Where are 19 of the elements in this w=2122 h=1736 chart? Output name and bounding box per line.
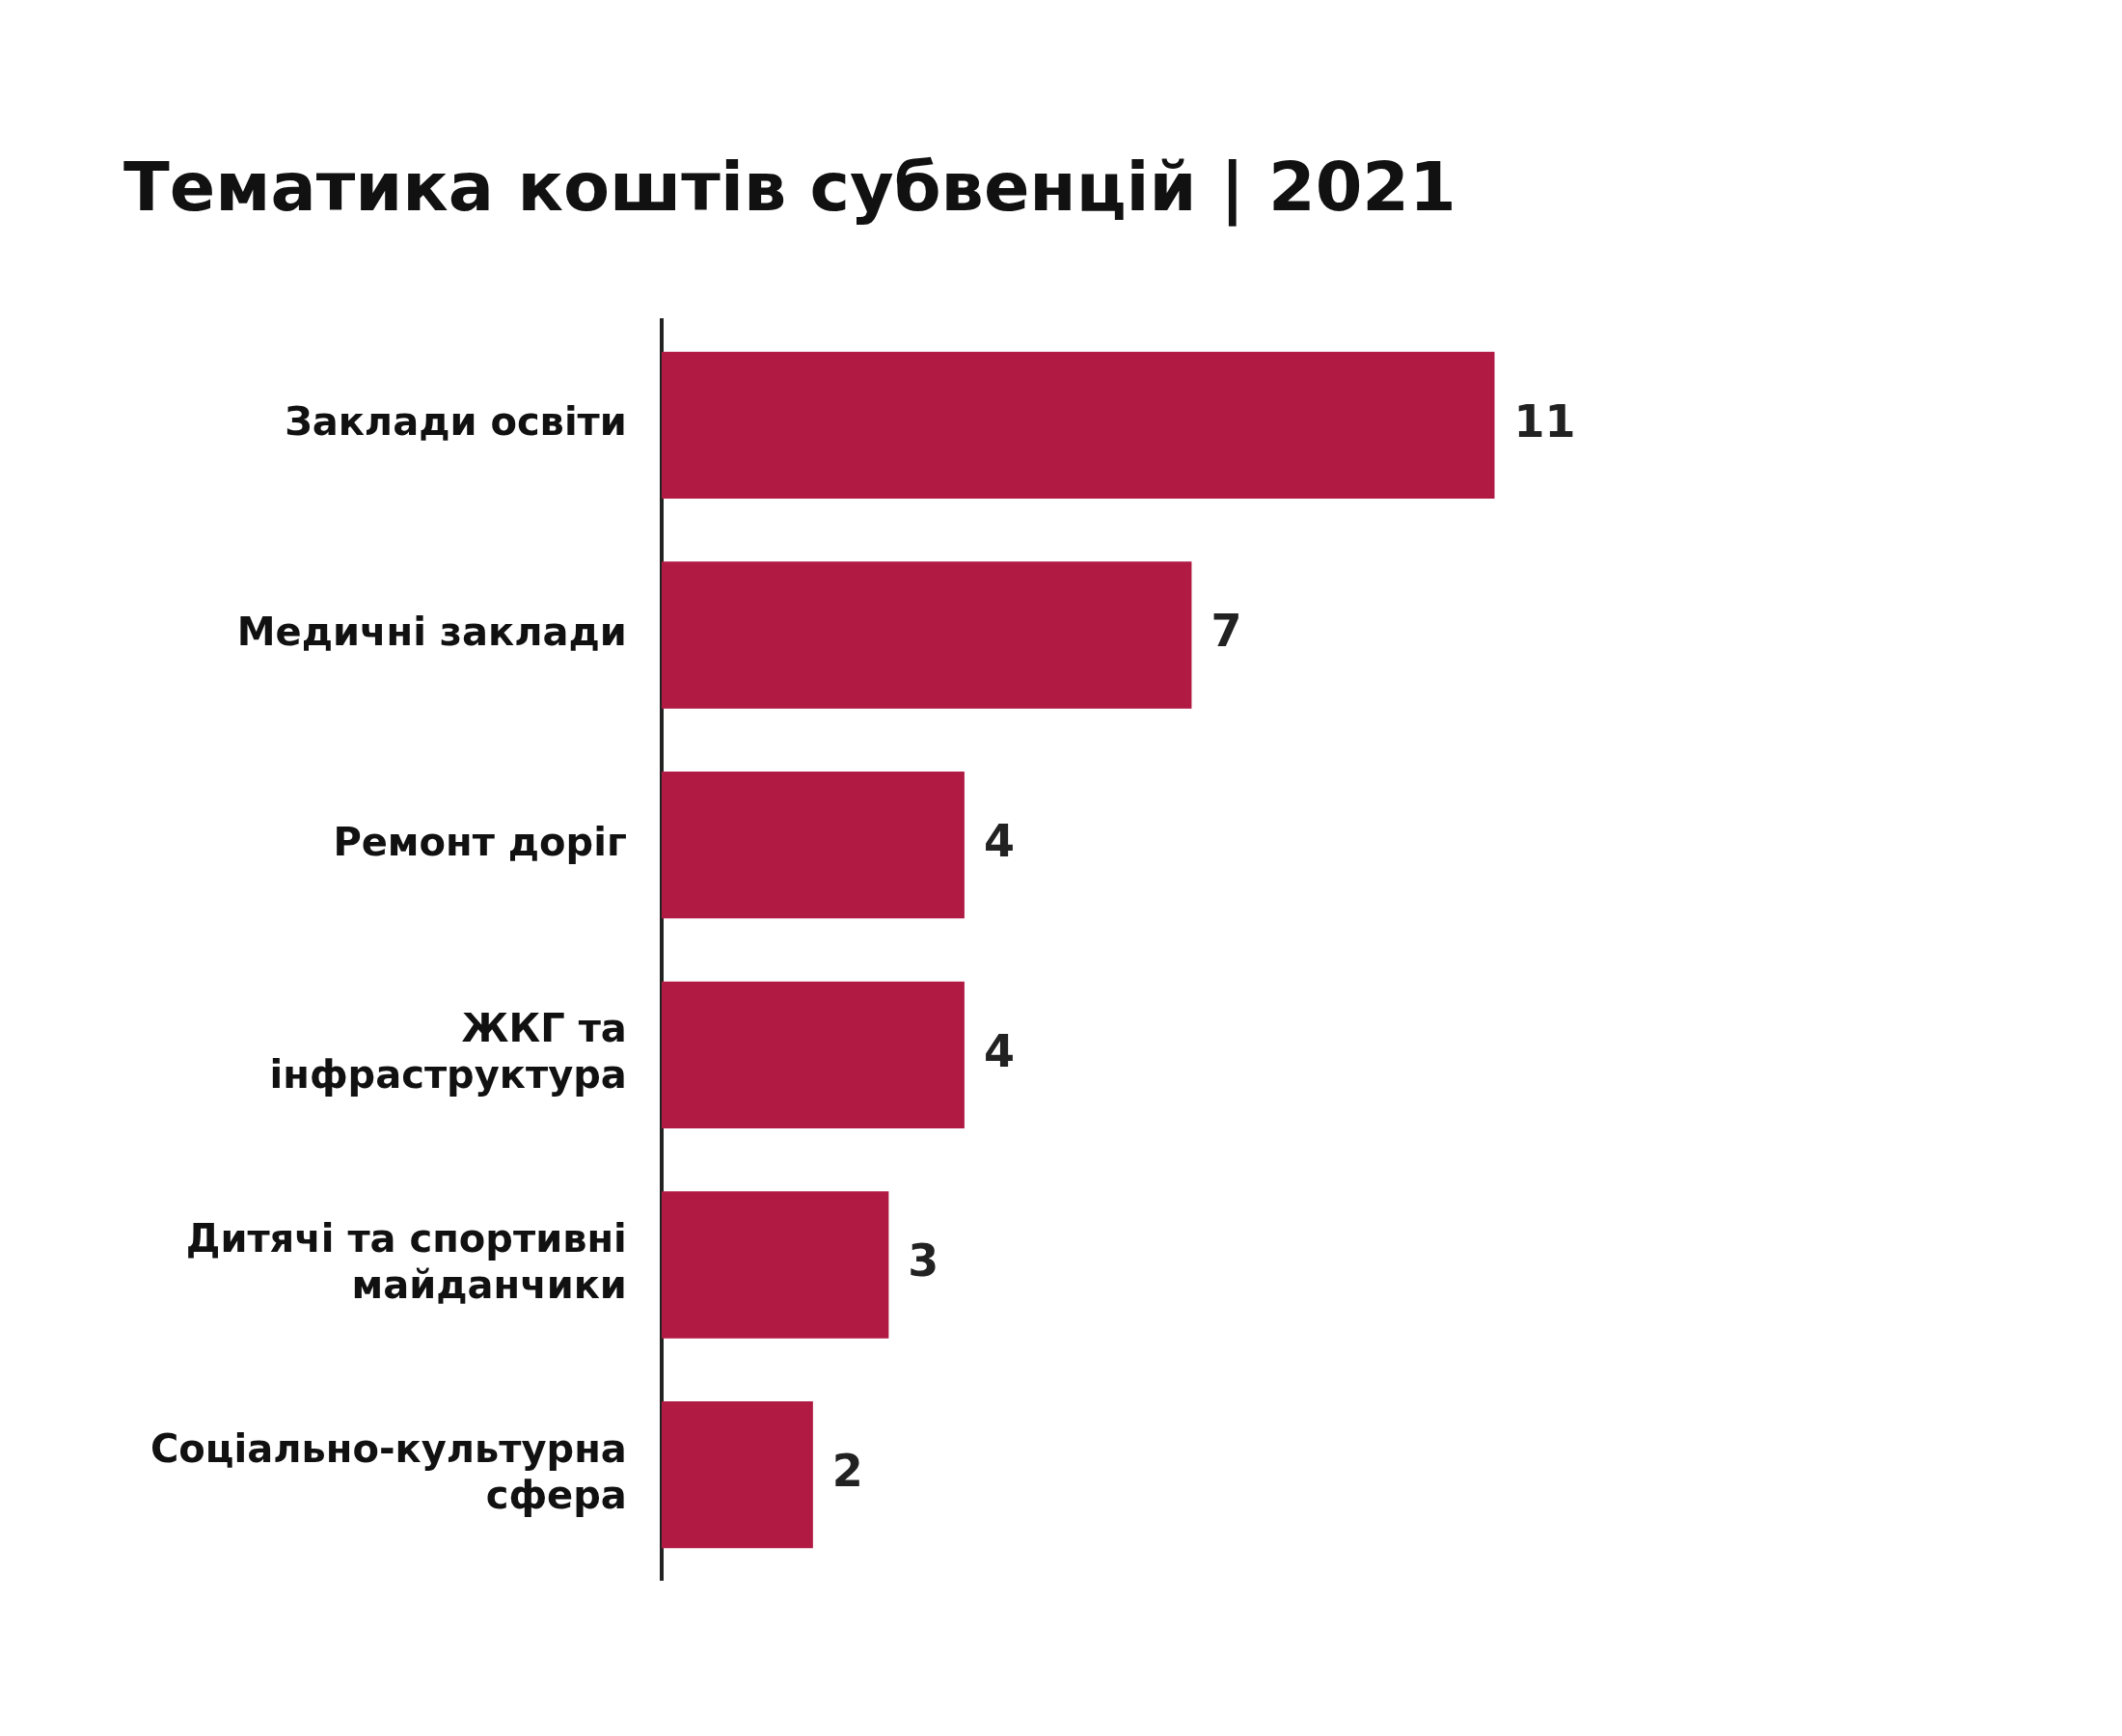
data-label: 2 xyxy=(831,1445,863,1498)
y-tick-label: ЖКГ та інфраструктура xyxy=(269,1006,627,1098)
data-label: 3 xyxy=(908,1234,939,1288)
y-tick-label: Медичні заклади xyxy=(236,609,627,654)
bar xyxy=(661,561,1192,709)
y-tick-label: Заклади освіти xyxy=(285,399,627,445)
bar xyxy=(661,1191,889,1339)
data-label: 4 xyxy=(983,1024,1015,1077)
data-label: 7 xyxy=(1211,605,1242,658)
bar xyxy=(661,981,965,1129)
data-label: 4 xyxy=(983,815,1015,868)
data-label: 11 xyxy=(1513,394,1576,448)
y-tick-label: Дитячі та спортивні майданчики xyxy=(185,1215,627,1307)
bar xyxy=(661,771,965,919)
y-tick-label: Соціально-культурна сфера xyxy=(150,1425,627,1517)
y-tick-label: Ремонт доріг xyxy=(333,819,627,864)
bar xyxy=(661,1400,813,1549)
chart-title: Тематика коштів субвенцій | 2021 xyxy=(123,148,1456,228)
bar xyxy=(661,351,1495,500)
